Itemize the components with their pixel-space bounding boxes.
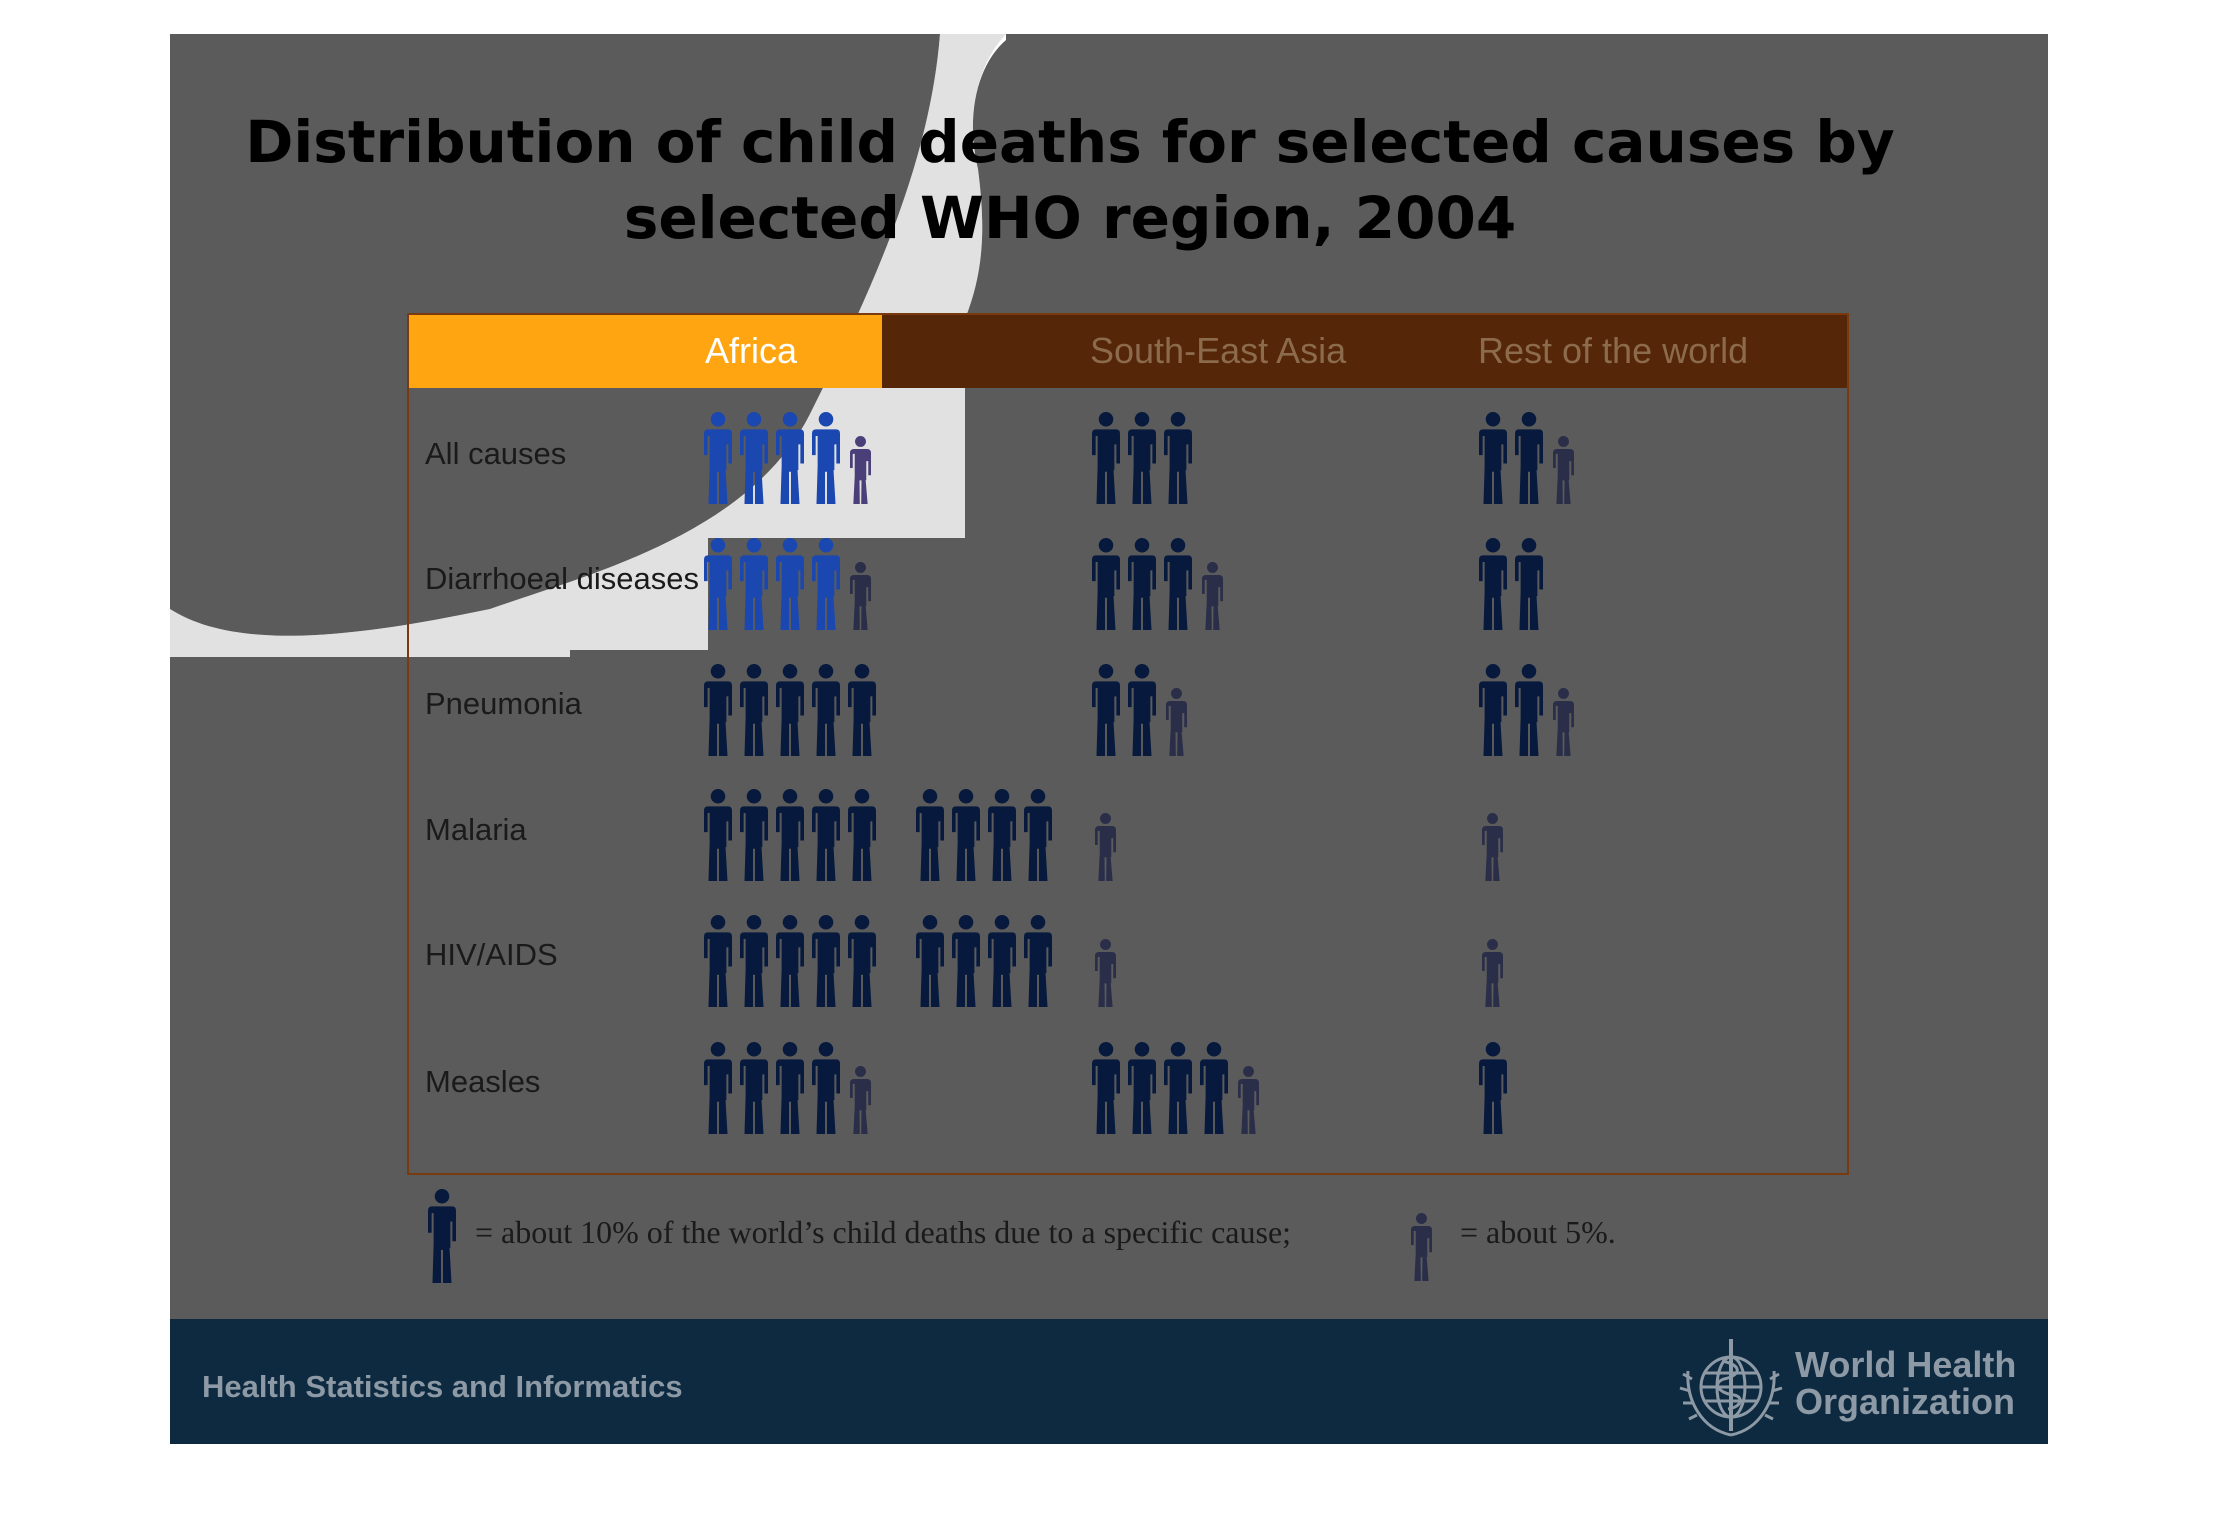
person-large-icon (952, 789, 980, 881)
person-small-icon (1553, 688, 1574, 756)
person-large-icon (740, 789, 768, 881)
person-large-icon (812, 412, 840, 504)
person-small-icon (1166, 688, 1187, 756)
chart-title: Distribution of child deaths for selecte… (170, 104, 1970, 256)
who-name-line-1: World Health (1795, 1344, 2017, 1385)
person-large-icon (812, 1042, 840, 1134)
person-small-icon (850, 436, 871, 504)
person-large-icon (812, 664, 840, 756)
person-large-icon (740, 1042, 768, 1134)
person-large-icon (1128, 538, 1156, 630)
person-large-icon (1164, 1042, 1192, 1134)
who-emblem-icon (1679, 1339, 1783, 1437)
person-large-icon (1024, 789, 1052, 881)
person-large-icon (1479, 412, 1507, 504)
row-label-malaria: Malaria (425, 812, 527, 847)
person-small-icon (1553, 436, 1574, 504)
person-large-icon (1479, 664, 1507, 756)
person-small-icon (850, 562, 871, 630)
person-large-icon (1200, 1042, 1228, 1134)
person-large-icon (848, 789, 876, 881)
africa-header-background (407, 313, 882, 388)
person-large-icon (1515, 412, 1543, 504)
person-large-icon (704, 412, 732, 504)
footer-department: Health Statistics and Informatics (202, 1369, 683, 1404)
person-large-icon (848, 664, 876, 756)
person-large-icon (988, 789, 1016, 881)
person-small-icon (1482, 939, 1503, 1007)
title-line-2: selected WHO region, 2004 (623, 184, 1517, 252)
who-name-line-2: Organization (1795, 1381, 2016, 1422)
person-large-icon (812, 538, 840, 630)
person-large-icon (1128, 1042, 1156, 1134)
person-large-icon (1092, 412, 1120, 504)
title-line-1: Distribution of child deaths for selecte… (245, 108, 1895, 176)
pictograph-figures (428, 412, 1574, 1283)
person-large-icon (704, 538, 732, 630)
person-large-icon (1479, 1042, 1507, 1134)
person-large-icon (776, 538, 804, 630)
person-large-icon (988, 915, 1016, 1007)
person-large-icon (740, 538, 768, 630)
person-large-icon (776, 412, 804, 504)
person-small-icon (850, 1066, 871, 1134)
person-large-icon (1164, 538, 1192, 630)
person-large-icon (1092, 1042, 1120, 1134)
person-large-icon (1128, 664, 1156, 756)
person-small-icon (1202, 562, 1223, 630)
person-large-icon (1024, 915, 1052, 1007)
table-frame (407, 313, 1849, 1175)
person-large-icon (704, 1042, 732, 1134)
person-large-icon (812, 915, 840, 1007)
person-large-icon (704, 789, 732, 881)
slide: Distribution of child deaths for selecte… (170, 34, 2048, 1444)
person-large-icon (704, 915, 732, 1007)
row-label-measles: Measles (425, 1064, 541, 1099)
person-small-icon (1095, 939, 1116, 1007)
person-small-icon (1238, 1066, 1259, 1134)
person-large-icon (916, 915, 944, 1007)
person-large-icon (740, 915, 768, 1007)
footer-bar (170, 1319, 2048, 1444)
who-organization-name: World Health Organization (1795, 1346, 2016, 1420)
row-label-diarrhoeal: Diarrhoeal diseases (425, 561, 699, 596)
person-large-icon (428, 1189, 456, 1283)
person-large-icon (776, 664, 804, 756)
person-large-icon (1092, 538, 1120, 630)
person-small-icon (1095, 813, 1116, 881)
person-large-icon (812, 789, 840, 881)
person-large-icon (740, 664, 768, 756)
person-small-icon (1411, 1213, 1432, 1281)
person-large-icon (776, 789, 804, 881)
person-small-icon (1482, 813, 1503, 881)
person-large-icon (1092, 664, 1120, 756)
column-header-rest-of-world: Rest of the world (1478, 330, 1749, 371)
person-large-icon (1515, 664, 1543, 756)
legend-small-text: = about 5%. (1460, 1214, 1616, 1250)
person-large-icon (704, 664, 732, 756)
column-header-south-east-asia: South-East Asia (1090, 330, 1347, 371)
person-large-icon (1164, 412, 1192, 504)
person-large-icon (1128, 412, 1156, 504)
row-label-hiv-aids: HIV/AIDS (425, 937, 558, 972)
person-large-icon (740, 412, 768, 504)
row-label-pneumonia: Pneumonia (425, 686, 582, 721)
person-large-icon (916, 789, 944, 881)
person-large-icon (776, 915, 804, 1007)
legend-large-text: = about 10% of the world’s child deaths … (475, 1214, 1292, 1250)
person-large-icon (952, 915, 980, 1007)
person-large-icon (848, 915, 876, 1007)
person-large-icon (776, 1042, 804, 1134)
column-header-africa: Africa (705, 330, 798, 371)
person-large-icon (1515, 538, 1543, 630)
row-label-all-causes: All causes (425, 436, 567, 471)
person-large-icon (1479, 538, 1507, 630)
